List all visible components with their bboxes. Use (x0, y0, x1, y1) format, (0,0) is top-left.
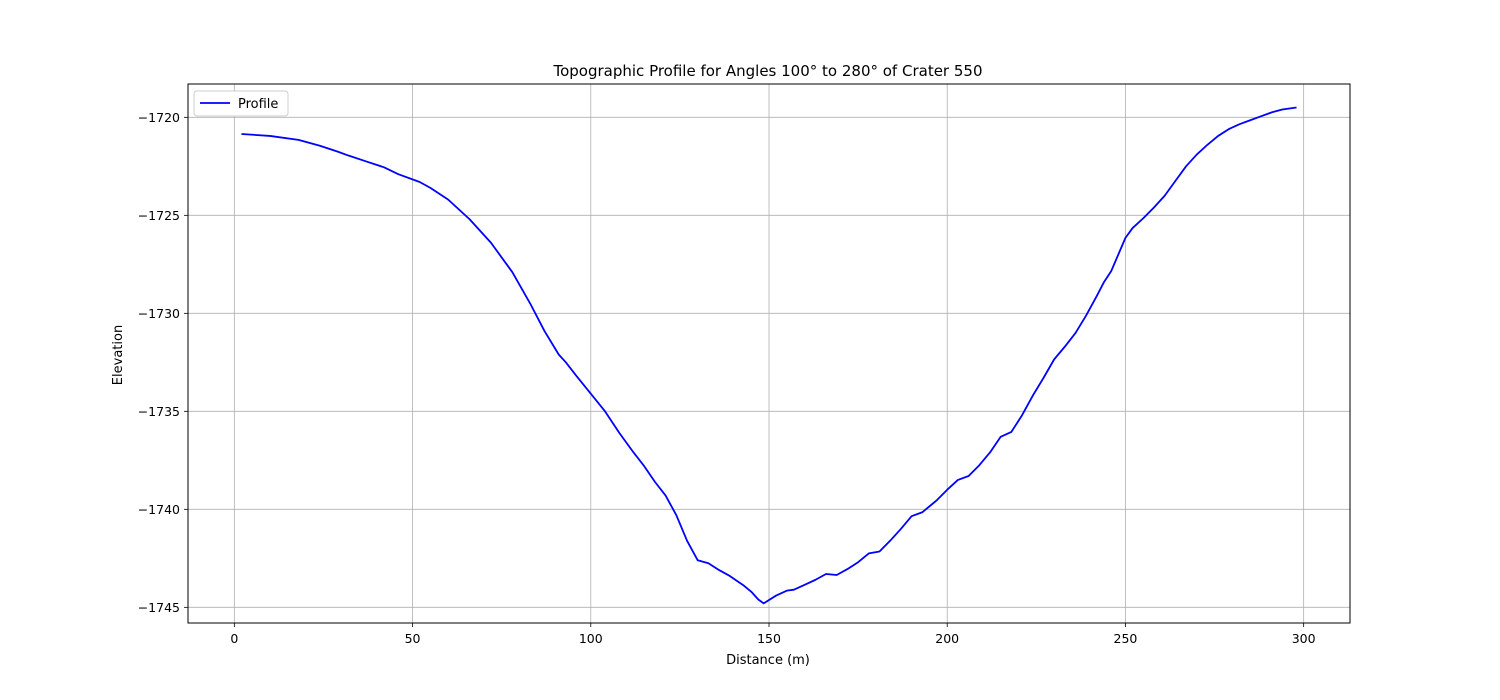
y-tick-label: −1725 (138, 208, 180, 223)
y-tick-label: −1735 (138, 404, 180, 419)
y-tick-label: −1730 (138, 306, 180, 321)
y-axis: −1720 −1725 −1730 −1735 −1740 −1745 (138, 110, 188, 615)
x-axis: 0 50 100 150 200 250 300 (230, 623, 1316, 646)
x-tick-label: 0 (230, 631, 238, 646)
chart-title: Topographic Profile for Angles 100° to 2… (552, 62, 982, 80)
x-axis-label: Distance (m) (726, 653, 810, 668)
grid (188, 84, 1350, 623)
legend-box (193, 90, 289, 117)
y-tick-label: −1740 (138, 502, 180, 517)
x-tick-label: 150 (757, 631, 781, 646)
x-tick-label: 50 (405, 631, 421, 646)
x-tick-label: 250 (1114, 631, 1138, 646)
series-line-profile (241, 106, 1297, 605)
x-tick-label: 300 (1292, 631, 1316, 646)
x-tick-label: 200 (935, 631, 959, 646)
y-tick-label: −1720 (138, 110, 180, 125)
y-tick-label: −1745 (138, 600, 180, 615)
y-axis-label: Elevation (111, 325, 126, 385)
legend: Profile (193, 90, 289, 117)
series-layer (241, 106, 1297, 605)
x-tick-label: 100 (579, 631, 603, 646)
legend-label-profile: Profile (238, 97, 278, 112)
